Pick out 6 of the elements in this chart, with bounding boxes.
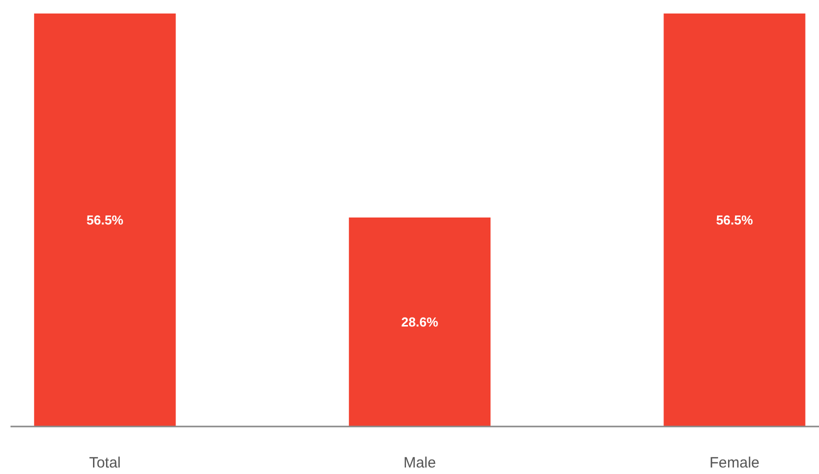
x-tick-label: Female <box>710 454 760 472</box>
data-label: 56.5% <box>86 212 124 228</box>
data-label: 28.6% <box>401 314 439 330</box>
x-tick-label: Male <box>403 454 436 472</box>
data-label: 56.5% <box>716 212 754 228</box>
x-tick-label: Total <box>89 454 121 472</box>
